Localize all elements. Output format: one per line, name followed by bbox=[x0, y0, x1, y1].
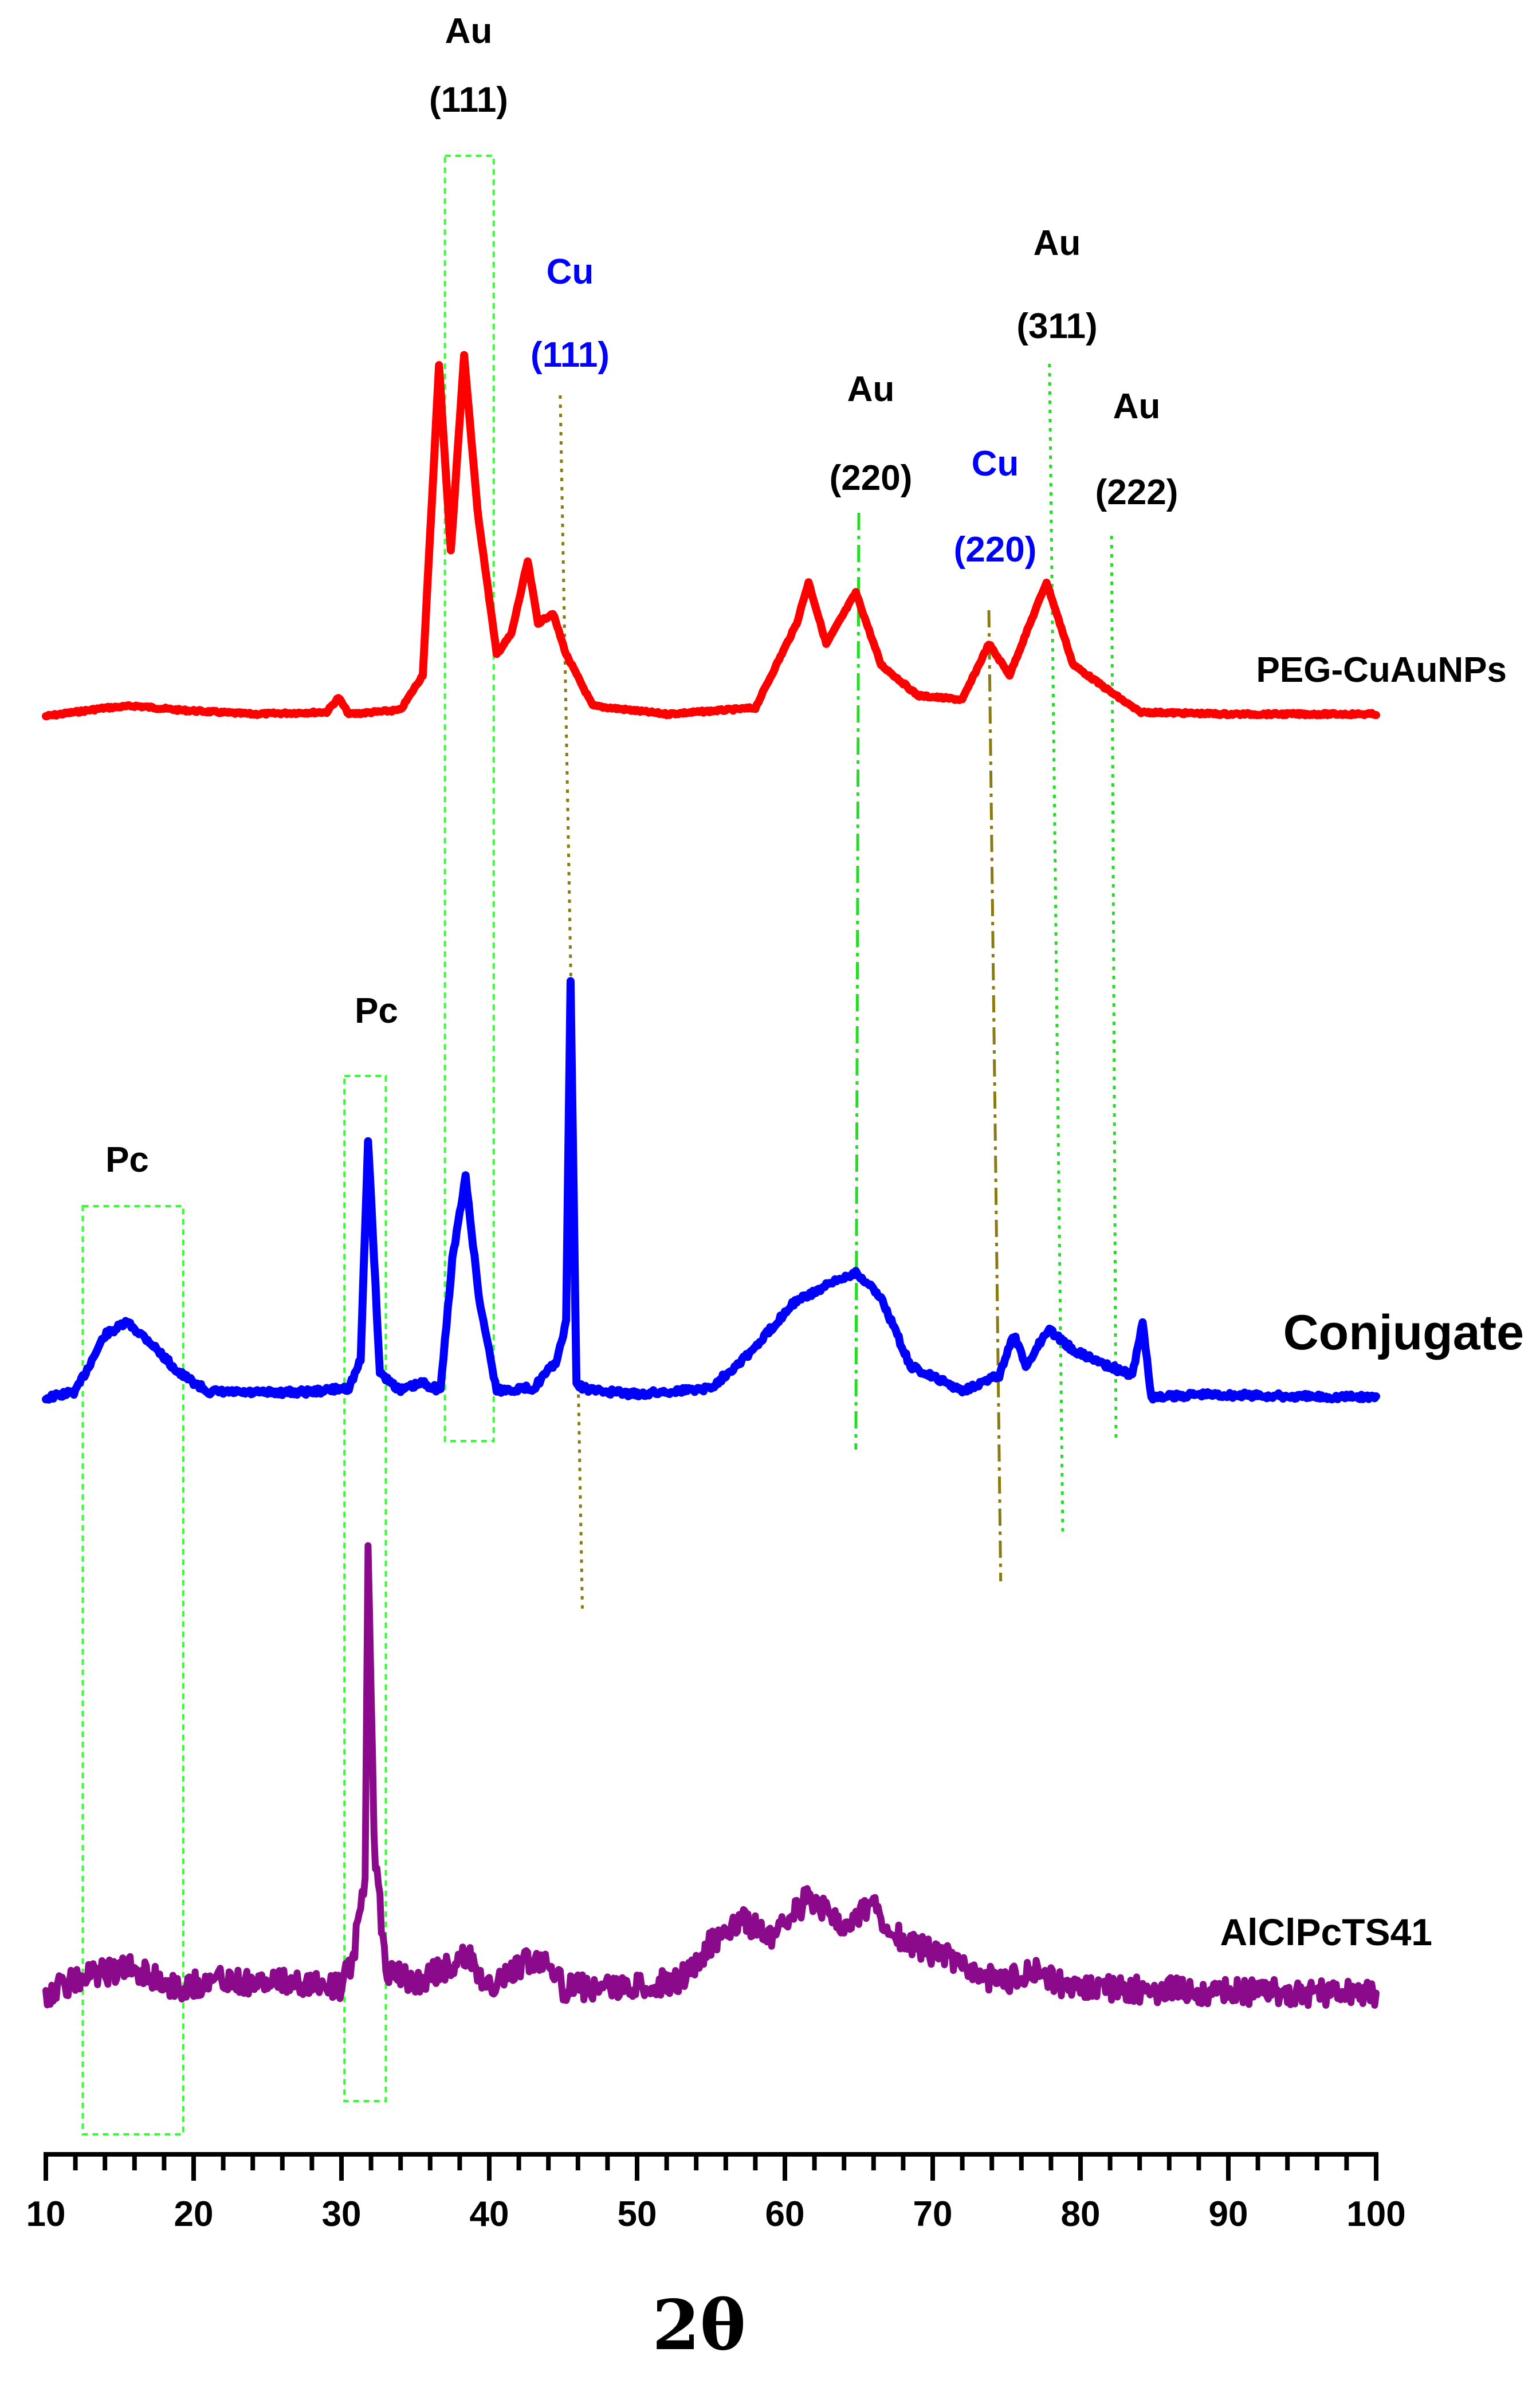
annotation-pc2-line1: Pc bbox=[355, 991, 398, 1031]
annotation-au111-line1: Au bbox=[445, 11, 493, 51]
pc-box-left bbox=[81, 1205, 184, 2135]
au222-line bbox=[1110, 535, 1118, 1439]
x-tick-label: 60 bbox=[765, 2194, 805, 2234]
annotation-au311-line1: Au bbox=[1034, 223, 1081, 263]
annotation-au311-line2: (311) bbox=[1016, 307, 1097, 346]
x-tick-label: 80 bbox=[1061, 2194, 1101, 2234]
x-tick-label: 100 bbox=[1346, 2194, 1405, 2234]
au311-line bbox=[1048, 363, 1064, 1536]
au220-line bbox=[854, 512, 861, 1450]
annotation-cu220-line1: Cu bbox=[972, 444, 1019, 484]
series-label-3: AlClPcTS41 bbox=[1220, 1911, 1432, 1953]
x-tick-label: 20 bbox=[174, 2194, 214, 2234]
x-tick-label: 70 bbox=[913, 2194, 953, 2234]
series-label-2: Conjugate bbox=[1283, 1305, 1524, 1360]
pc-box-31 bbox=[343, 1075, 387, 2102]
x-tick-label: 50 bbox=[618, 2194, 657, 2234]
annotation-au220-line2: (220) bbox=[830, 458, 913, 498]
au111-box bbox=[443, 155, 495, 1442]
series-traces bbox=[42, 351, 1380, 2009]
annotation-au111-line2: (111) bbox=[429, 80, 508, 120]
annotation-au220-line1: Au bbox=[847, 370, 895, 409]
series-line-1 bbox=[42, 351, 1380, 720]
x-tick-label: 40 bbox=[470, 2194, 509, 2234]
annotation-cu111-line1: Cu bbox=[547, 252, 594, 292]
reference-markers bbox=[81, 155, 1118, 2135]
series-line-3 bbox=[42, 1542, 1380, 2009]
annotation-pc1-line1: Pc bbox=[105, 1140, 149, 1180]
cu220-line bbox=[987, 610, 1003, 1582]
x-tick-label: 10 bbox=[26, 2194, 66, 2234]
x-axis-label: 2θ bbox=[652, 2285, 746, 2366]
annotation-au222-line1: Au bbox=[1113, 387, 1161, 426]
annotations: PEG-CuAuNPs Conjugate AlClPcTS41 Au (111) Cu (… bbox=[105, 11, 1524, 1953]
annotation-cu220-line2: (220) bbox=[954, 530, 1037, 570]
annotation-cu111-line2: (111) bbox=[531, 335, 610, 375]
x-tick-label: 90 bbox=[1209, 2194, 1248, 2234]
series-label-1: PEG-CuAuNPs bbox=[1256, 650, 1507, 690]
annotation-au222-line2: (222) bbox=[1095, 473, 1178, 512]
x-axis: 10 20 30 40 50 60 70 80 90 100 bbox=[26, 2152, 1406, 2234]
x-tick-label: 30 bbox=[322, 2194, 362, 2234]
series-line-2 bbox=[42, 977, 1380, 1404]
